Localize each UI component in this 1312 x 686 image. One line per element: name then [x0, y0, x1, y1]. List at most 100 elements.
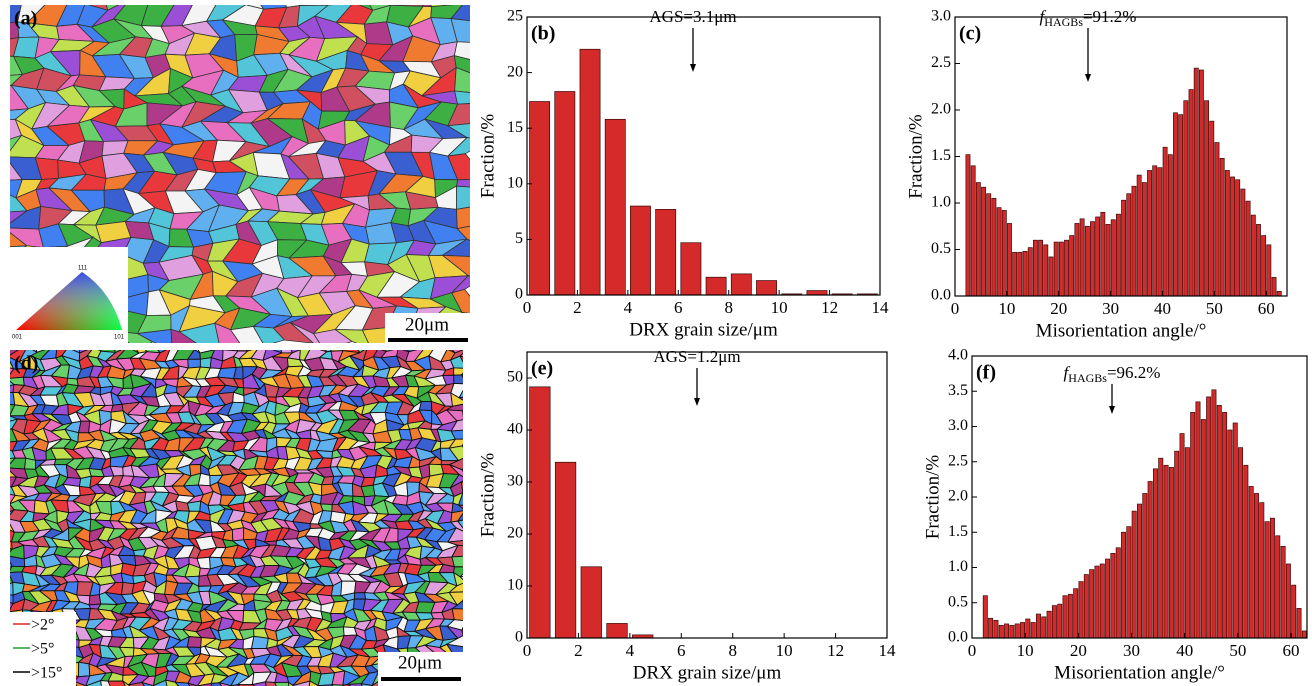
grain: [35, 0, 68, 4]
grain: [199, 357, 212, 369]
bar: [1126, 526, 1132, 639]
bar: [1211, 389, 1217, 639]
x-tick-label: 10: [771, 298, 788, 317]
annotation-subscript: HAGBs: [1068, 371, 1107, 385]
bar: [1004, 623, 1010, 639]
annotation-symbol: f: [1064, 363, 1071, 382]
y-tick-label: 10: [507, 577, 523, 594]
grain: [447, 103, 470, 127]
grain: [418, 401, 433, 412]
grain: [454, 66, 470, 93]
grain: [192, 0, 218, 2]
grain: [174, 681, 191, 686]
x-tick-label: 40: [1176, 641, 1193, 660]
bar: [998, 624, 1004, 639]
bar: [1020, 622, 1025, 639]
bar: [1121, 199, 1127, 297]
bar: [1235, 179, 1241, 297]
grain: [107, 680, 126, 686]
bar: [1035, 613, 1041, 639]
bar: [1184, 447, 1190, 639]
legend: >2° >5° >15°: [13, 617, 62, 682]
y-tick-label: 3.5: [948, 382, 968, 399]
bar: [1062, 595, 1068, 639]
bar: [1090, 221, 1095, 297]
scale-bar-label: 20μm: [405, 314, 449, 335]
bar: [1012, 251, 1018, 297]
grain: [450, 419, 463, 432]
grain: [451, 502, 463, 514]
bar: [988, 617, 994, 639]
grain: [461, 469, 463, 473]
bar: [579, 48, 601, 296]
y-tick-label: 3.0: [931, 8, 951, 25]
scale-bar: [388, 338, 468, 342]
grain: [274, 681, 290, 686]
ebsd-map: [10, 0, 470, 343]
grain: [465, 647, 475, 659]
grain: [140, 681, 155, 686]
grain: [308, 680, 320, 686]
legend-label: >15°: [31, 665, 62, 682]
bar: [1291, 584, 1297, 639]
bar: [1105, 224, 1111, 297]
grain: [456, 512, 463, 522]
grain: [12, 0, 46, 4]
grain: [448, 582, 463, 593]
grain: [453, 55, 470, 74]
bar: [1136, 174, 1142, 297]
y-tick-label: 20: [507, 525, 523, 542]
grain: [10, 457, 27, 470]
bar: [1041, 616, 1047, 639]
bar: [1084, 225, 1090, 297]
grain: [450, 18, 470, 43]
bar: [1280, 545, 1286, 639]
grain: [461, 443, 463, 447]
grain: [353, 592, 367, 600]
bar: [680, 242, 702, 296]
x-tick-label: 30: [1102, 299, 1119, 318]
grain: [84, 679, 102, 686]
grain: [445, 409, 463, 422]
grain: [462, 410, 463, 418]
x-tick-label: 0: [523, 641, 532, 660]
x-tick-label: 8: [728, 641, 737, 660]
bar: [1064, 239, 1069, 297]
bar: [1198, 69, 1204, 297]
bar: [580, 566, 602, 639]
arrow-head: [694, 398, 700, 406]
grain: [160, 0, 194, 2]
bar: [1058, 241, 1064, 297]
bar: [1296, 608, 1302, 639]
bar: [1069, 235, 1075, 297]
grain: [447, 540, 463, 547]
x-tick-label: 50: [1229, 641, 1246, 660]
grain: [448, 445, 463, 462]
bar: [1248, 486, 1254, 639]
grain: [10, 392, 16, 406]
grain: [170, 328, 197, 343]
bar: [1179, 433, 1185, 639]
bar: [1074, 223, 1080, 297]
grain: [214, 322, 241, 343]
bar: [1126, 193, 1132, 297]
y-tick-label: 10: [507, 174, 523, 191]
y-tick-label: 1.5: [931, 147, 951, 164]
y-tick-label: 2.5: [931, 54, 951, 71]
grain: [450, 392, 463, 407]
bar: [554, 91, 576, 296]
grain: [458, 389, 463, 399]
bar: [606, 623, 628, 639]
bar: [630, 205, 651, 296]
grain: [49, 0, 85, 4]
grain: [100, 680, 111, 686]
plot-frame: [526, 351, 888, 639]
grain: [10, 383, 15, 394]
y-tick-label: 0: [515, 629, 523, 646]
bar: [1110, 553, 1116, 639]
bar: [1183, 100, 1189, 297]
grain: [78, 475, 92, 489]
legend-label: >5°: [31, 641, 54, 658]
bar: [1301, 630, 1307, 639]
